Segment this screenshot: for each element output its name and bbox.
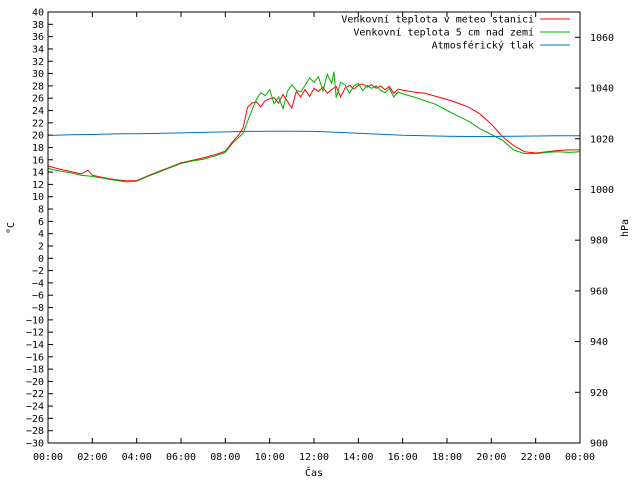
x-axis-label: Čas <box>305 466 323 479</box>
y-tick-label: 16 <box>32 155 44 166</box>
legend-label: Venkovní teplota 5 cm nad zemí <box>353 27 534 39</box>
y-tick-label: −8 <box>32 303 44 314</box>
y-tick-label: 8 <box>38 205 44 216</box>
y2-axis-ticks: 1060 1040 1020 1000 980 960 940 920 900 <box>575 33 614 450</box>
y-tick-label: 10 <box>32 192 44 203</box>
x-tick-label: 00:00 <box>33 452 63 463</box>
y-tick-label: −30 <box>26 439 44 450</box>
y2-tick-label: 1040 <box>590 84 614 95</box>
x-tick-label: 08:00 <box>210 452 240 463</box>
y-tick-label: 0 <box>38 254 44 265</box>
x-tick-label: 14:00 <box>343 452 373 463</box>
y-tick-label: −4 <box>32 278 44 289</box>
y-tick-label: −20 <box>26 377 44 388</box>
legend: Venkovní teplota v meteo staniciVenkovní… <box>341 14 570 52</box>
x-tick-label: 20:00 <box>476 452 506 463</box>
y2-tick-label: 980 <box>590 236 608 247</box>
x-tick-label: 10:00 <box>255 452 285 463</box>
y-tick-label: 26 <box>32 94 44 105</box>
y-tick-label: 22 <box>32 118 44 129</box>
y-tick-label: 2 <box>38 241 44 252</box>
y-tick-label: −22 <box>26 389 44 400</box>
y-tick-label: −6 <box>32 291 44 302</box>
y2-tick-label: 1020 <box>590 134 614 145</box>
y-tick-label: −2 <box>32 266 44 277</box>
y-tick-label: 18 <box>32 143 44 154</box>
x-tick-label: 02:00 <box>77 452 107 463</box>
series-line-2 <box>47 71 581 183</box>
x-tick-label: 16:00 <box>388 452 418 463</box>
y-tick-label: 14 <box>32 168 44 179</box>
plot-frame <box>47 11 581 444</box>
y-tick-label: 4 <box>38 229 44 240</box>
series-line-1 <box>47 83 580 182</box>
legend-label: Venkovní teplota v meteo stanici <box>341 14 534 26</box>
y-tick-label: −14 <box>26 340 44 351</box>
y-tick-label: −18 <box>26 365 44 376</box>
x-axis-ticks: 00:00 02:00 04:00 06:00 08:00 10:00 12:00 14:00… <box>33 12 595 463</box>
y2-tick-label: 1000 <box>590 185 614 196</box>
y-tick-label: 40 <box>32 8 44 19</box>
y2-tick-label: 920 <box>590 388 608 399</box>
y-tick-label: 24 <box>32 106 44 117</box>
y-tick-label: 34 <box>32 44 44 55</box>
x-tick-label: 18:00 <box>432 452 462 463</box>
y-tick-label: −16 <box>26 352 44 363</box>
y-tick-label: 30 <box>32 69 44 80</box>
y-tick-label: −28 <box>26 426 44 437</box>
x-tick-label: 22:00 <box>521 452 551 463</box>
series-line-3 <box>47 130 580 137</box>
y-tick-label: −12 <box>26 328 44 339</box>
series-lines <box>47 71 581 183</box>
y-tick-label: 6 <box>38 217 44 228</box>
y2-tick-label: 1060 <box>590 33 614 44</box>
y-tick-label: 38 <box>32 20 44 31</box>
x-tick-label: 12:00 <box>299 452 329 463</box>
y-axis-ticks: 4038363432302826242220181614121086420−2−… <box>26 8 53 450</box>
y2-tick-label: 900 <box>590 439 608 450</box>
y-axis-label: °C <box>6 222 17 234</box>
y2-tick-label: 960 <box>590 286 608 297</box>
x-tick-label: 00:00 <box>565 452 595 463</box>
y-tick-label: 20 <box>32 131 44 142</box>
x-tick-label: 06:00 <box>166 452 196 463</box>
y-tick-label: −26 <box>26 414 44 425</box>
y-tick-label: −10 <box>26 315 44 326</box>
y-tick-label: 28 <box>32 81 44 92</box>
y2-axis-label: hPa <box>620 219 631 237</box>
legend-label: Atmosférický tlak <box>432 40 534 52</box>
y2-tick-label: 940 <box>590 337 608 348</box>
x-tick-label: 04:00 <box>122 452 152 463</box>
y-tick-label: 32 <box>32 57 44 68</box>
y-tick-label: 36 <box>32 32 44 43</box>
y-tick-label: −24 <box>26 402 44 413</box>
y-tick-label: 12 <box>32 180 44 191</box>
